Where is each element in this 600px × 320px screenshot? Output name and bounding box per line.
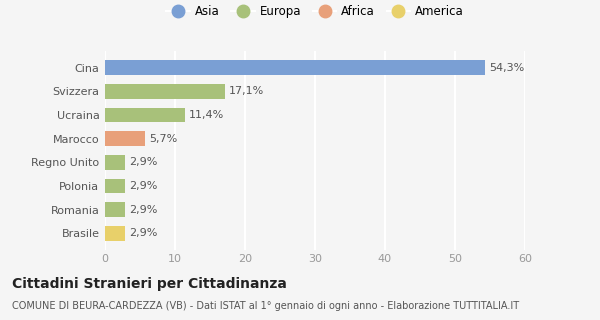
Legend: Asia, Europa, Africa, America: Asia, Europa, Africa, America	[163, 2, 467, 22]
Text: 5,7%: 5,7%	[149, 133, 178, 144]
Bar	[105, 155, 125, 170]
Bar	[105, 84, 225, 99]
Text: 2,9%: 2,9%	[130, 181, 158, 191]
Text: 2,9%: 2,9%	[130, 204, 158, 215]
Bar	[105, 202, 125, 217]
Bar	[105, 131, 145, 146]
Bar	[105, 108, 185, 122]
Text: 2,9%: 2,9%	[130, 228, 158, 238]
Bar	[105, 60, 485, 75]
Text: 2,9%: 2,9%	[130, 157, 158, 167]
Text: COMUNE DI BEURA-CARDEZZA (VB) - Dati ISTAT al 1° gennaio di ogni anno - Elaboraz: COMUNE DI BEURA-CARDEZZA (VB) - Dati IST…	[12, 301, 519, 311]
Text: Cittadini Stranieri per Cittadinanza: Cittadini Stranieri per Cittadinanza	[12, 277, 287, 291]
Bar	[105, 179, 125, 193]
Text: 17,1%: 17,1%	[229, 86, 264, 96]
Text: 11,4%: 11,4%	[189, 110, 224, 120]
Bar	[105, 226, 125, 241]
Text: 54,3%: 54,3%	[490, 62, 524, 73]
